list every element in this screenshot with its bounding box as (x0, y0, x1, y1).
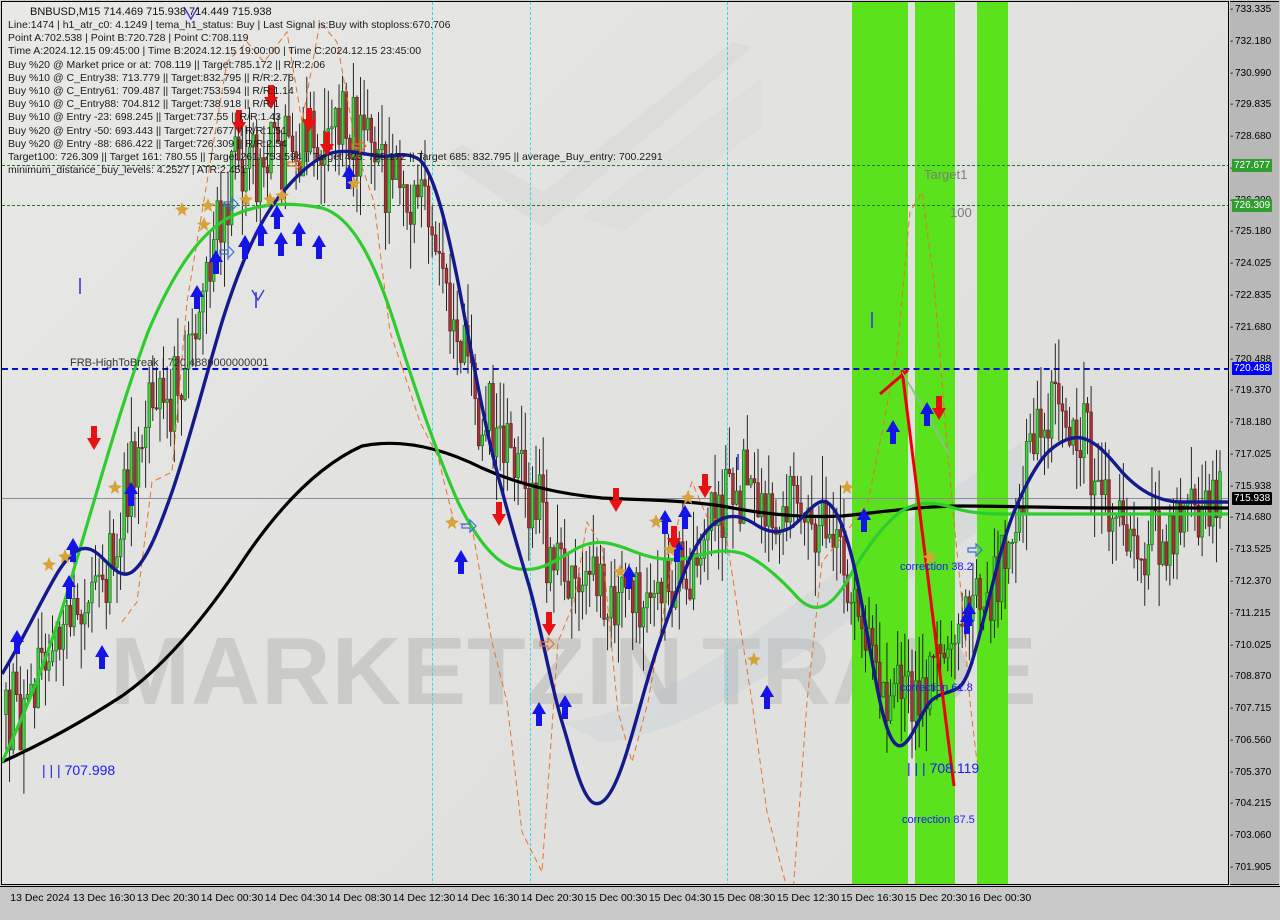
price-tick: -732.180 (1230, 35, 1272, 47)
sell-signal-arrows (87, 85, 946, 636)
time-tick: 15 Dec 04:30 (648, 892, 712, 904)
time-tick: 14 Dec 00:30 (200, 892, 264, 904)
price-tick: -730.990 (1230, 67, 1272, 79)
session-divider (432, 2, 433, 884)
chart-canvas[interactable]: MARKETZIN TRADE (1, 1, 1229, 885)
time-tick: 15 Dec 16:30 (840, 892, 904, 904)
price-tick: -720.488 (1230, 353, 1272, 365)
price-tick: -704.215 (1230, 798, 1272, 810)
session-band-green-3 (977, 2, 1008, 884)
frb-label: 720.488 (1232, 362, 1273, 375)
outlined-fractal-arrows (287, 138, 555, 652)
time-tick: 14 Dec 04:30 (264, 892, 328, 904)
price-tick: -703.060 (1230, 830, 1272, 842)
price-tick: -722.835 (1230, 290, 1272, 301)
time-tick: 15 Dec 00:30 (584, 892, 648, 904)
price-tick: -729.835 (1230, 99, 1272, 111)
star-markers (42, 176, 937, 666)
price-tick: -701.905 (1230, 862, 1272, 873)
price-tick: -715.938 (1230, 480, 1272, 492)
session-divider (727, 2, 728, 884)
price-axis[interactable]: -733.335 -732.180 -730.990 -729.835 -728.680… (1230, 1, 1279, 885)
minor-tick-markers (79, 278, 873, 470)
price-tick: -724.025 (1230, 258, 1272, 270)
price-tick: -725.180 (1230, 226, 1272, 238)
frb-level-line (2, 368, 1228, 370)
time-tick: 15 Dec 08:30 (712, 892, 776, 904)
time-tick: 13 Dec 2024 (10, 892, 70, 904)
price-tick: -708.870 (1230, 671, 1272, 683)
ma-slow-black (2, 441, 1228, 764)
price-tick: -710.025 (1230, 639, 1272, 651)
time-tick: 14 Dec 20:30 (520, 892, 584, 904)
ma-mid-green (2, 202, 1228, 763)
time-tick: 13 Dec 20:30 (136, 892, 200, 904)
price-tick: -707.715 (1230, 703, 1272, 715)
outlined-signal-arrows (219, 196, 983, 558)
time-tick: 16 Dec 00:30 (968, 892, 1032, 904)
buy-signal-arrows (10, 165, 976, 726)
price-tick: -706.560 (1230, 734, 1272, 746)
price-tick: -728.680 (1230, 131, 1272, 143)
price-tick: -721.680 (1230, 321, 1272, 333)
time-tick: 14 Dec 08:30 (328, 892, 392, 904)
price-tick: -719.370 (1230, 385, 1272, 397)
ma-fast-blue (2, 149, 1228, 806)
fractal-channel-upper (121, 20, 403, 623)
v-shape-markers (183, 6, 265, 302)
price-tick: -717.025 (1230, 448, 1272, 460)
time-axis[interactable]: 13 Dec 2024 13 Dec 16:30 13 Dec 20:30 14 De… (0, 886, 1280, 920)
price-tick: -713.525 (1230, 544, 1272, 556)
price-tick: -712.370 (1230, 576, 1272, 587)
time-tick: 14 Dec 16:30 (456, 892, 520, 904)
time-tick: 15 Dec 20:30 (904, 892, 968, 904)
time-tick: 13 Dec 16:30 (72, 892, 136, 904)
price-series-layer (2, 6, 1228, 884)
last-price-label: 715.938 (1232, 492, 1273, 505)
price-tick: -705.370 (1230, 766, 1272, 778)
target-level-line-726 (2, 205, 1228, 206)
target-label: 726.309 (1232, 199, 1273, 212)
trendline-b-to-c (900, 369, 956, 787)
price-tick: -714.680 (1230, 512, 1272, 524)
price-tick: -718.180 (1230, 417, 1272, 429)
fractal-channel-right (793, 190, 978, 884)
target-level-line-727 (2, 165, 1228, 166)
time-tick: 15 Dec 12:30 (776, 892, 840, 904)
session-divider (530, 2, 531, 884)
fractal-channel-lower (401, 366, 787, 884)
price-tick: -711.215 (1230, 607, 1271, 619)
target-label: 727.677 (1232, 159, 1273, 172)
price-tick: -733.335 (1230, 4, 1272, 15)
time-tick: 14 Dec 12:30 (392, 892, 456, 904)
